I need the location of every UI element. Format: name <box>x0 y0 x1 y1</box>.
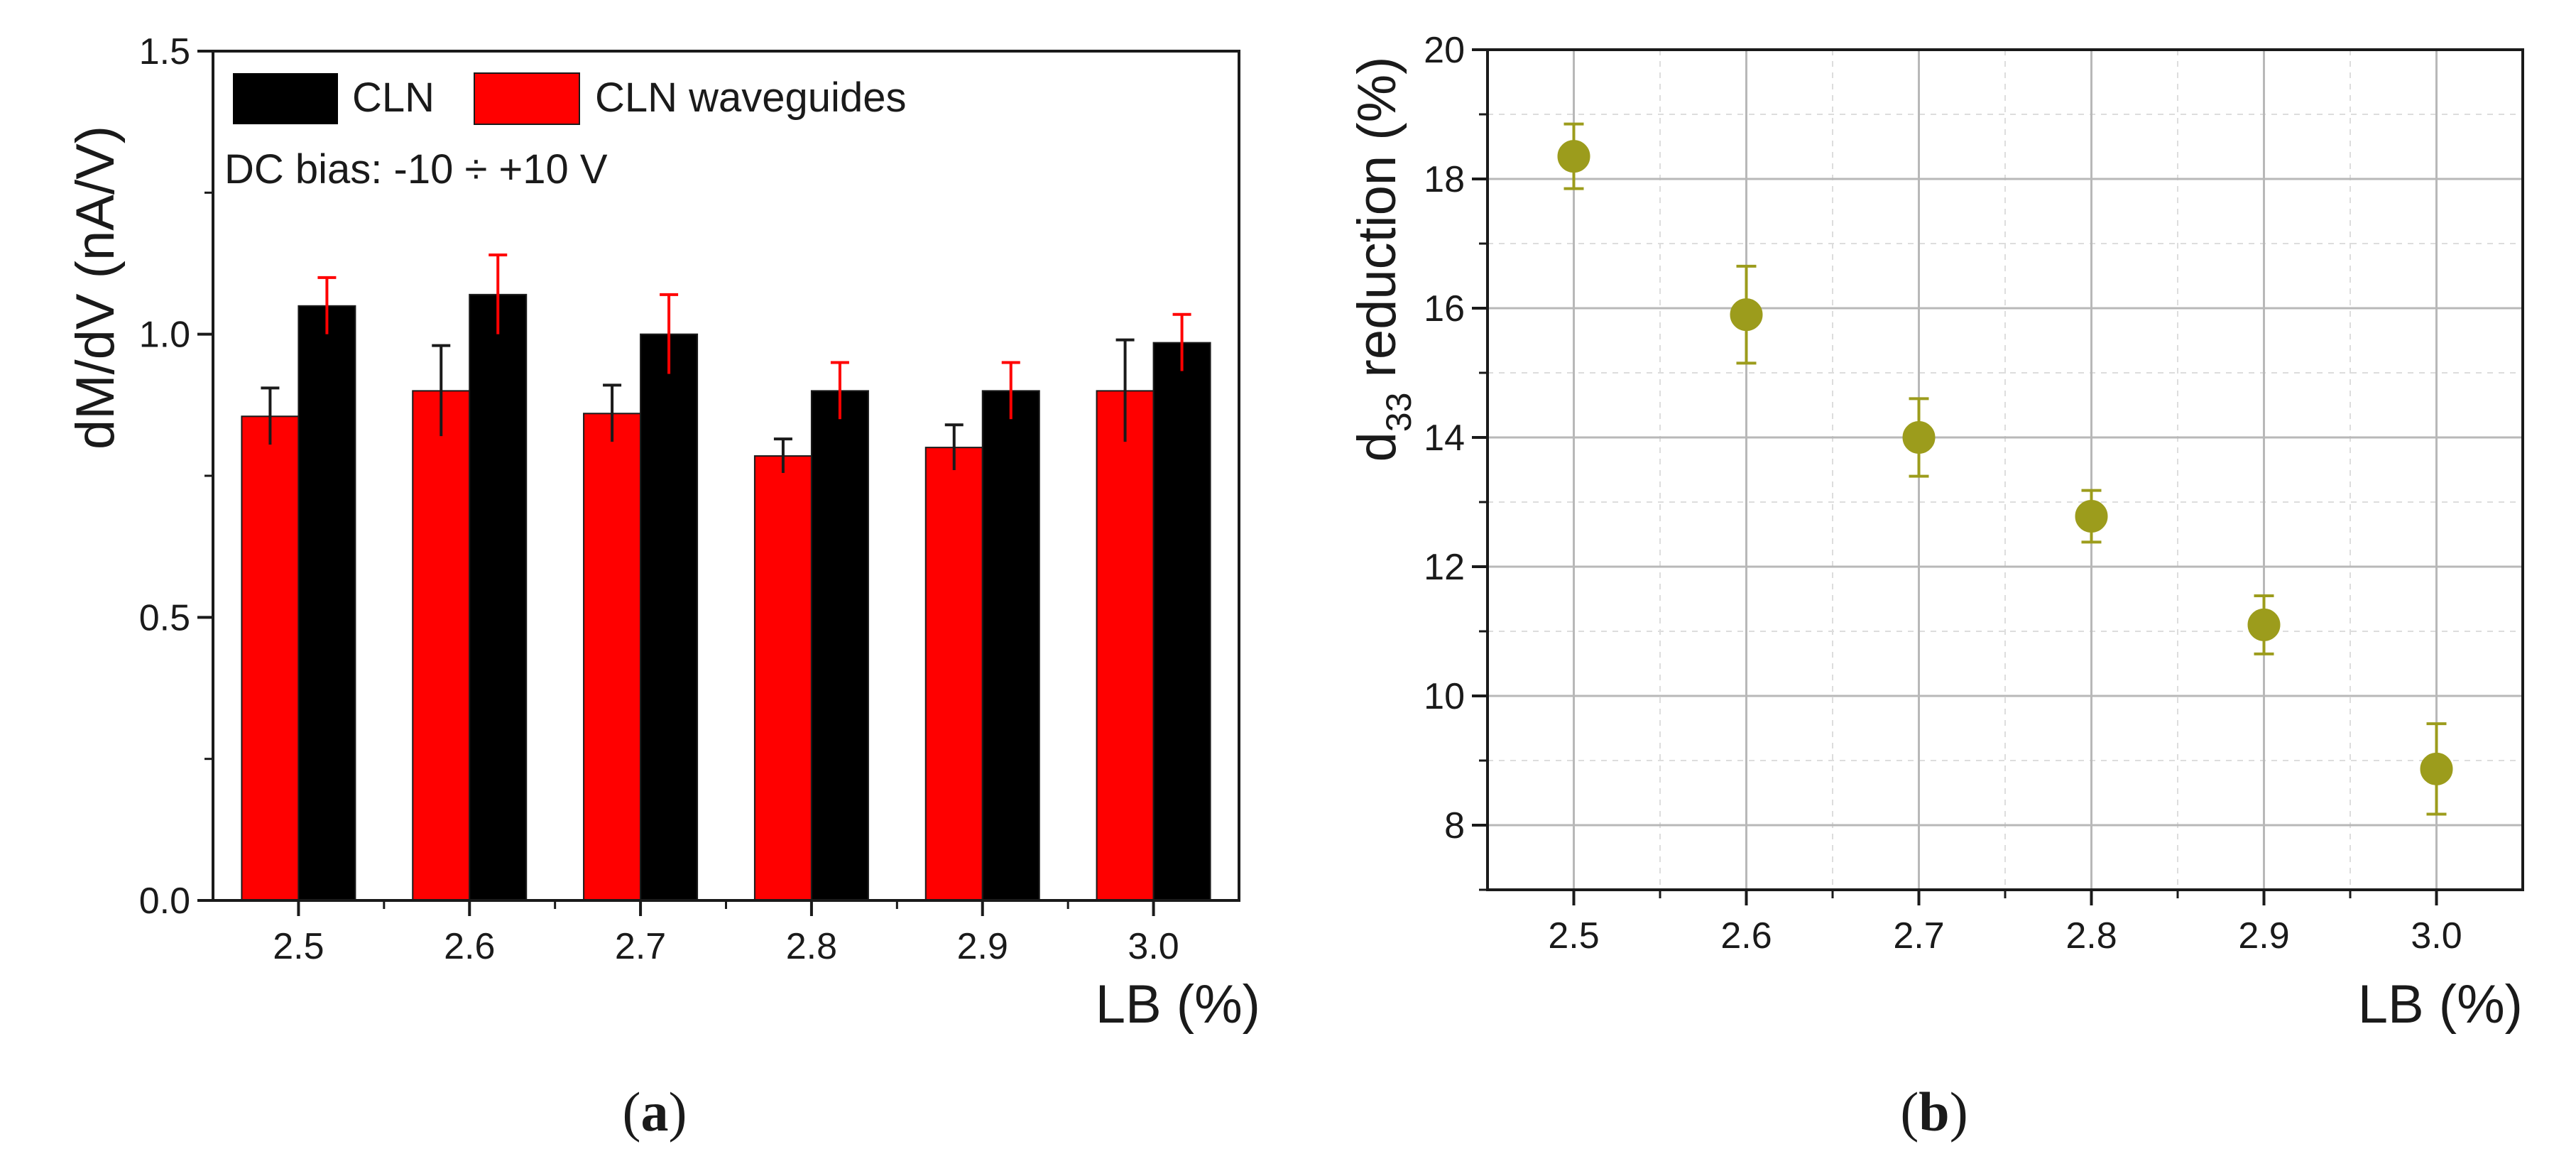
bar-cln-2-9 <box>981 390 1040 901</box>
y-axis-label-b: d33 reduction (%) <box>1347 57 1419 462</box>
point-group <box>1557 140 2453 785</box>
x-axis-label-b: LB (%) <box>2358 974 2523 1035</box>
grid-b <box>1488 48 2523 890</box>
bar-cln-2-7 <box>640 333 699 901</box>
panel-a: 2.5 2.6 2.7 2.8 2.9 3.0 0.0 0.5 1.0 1.5 CLN CLN w… <box>65 31 1260 1143</box>
bar-cln-2-8 <box>810 390 869 901</box>
legend: CLN CLN waveguides <box>233 72 906 125</box>
y-tick-label-a: 1.5 <box>139 31 190 72</box>
y-tick-label-b: 12 <box>1424 547 1465 588</box>
bar-cln-waveguides-2-6 <box>412 390 471 901</box>
y-tick-label-b: 18 <box>1424 159 1465 200</box>
panel-label-a: (a) <box>623 1081 687 1143</box>
data-point-3-0 <box>2420 752 2453 785</box>
x-tick-label-a: 2.6 <box>444 926 495 967</box>
y-tick-label-b: 16 <box>1424 288 1465 329</box>
y-tick-label-a: 1.0 <box>139 315 190 356</box>
data-point-2-6 <box>1730 298 1763 332</box>
data-point-2-5 <box>1557 140 1590 173</box>
x-tick-label-a: 2.7 <box>615 926 666 967</box>
y-tick-label-b: 20 <box>1424 30 1465 71</box>
bar-cln-3-0 <box>1152 342 1211 902</box>
x-tick-label-b: 2.7 <box>1893 915 1944 957</box>
x-tick-label-b: 2.6 <box>1720 915 1772 957</box>
bar-cln-waveguides-3-0 <box>1096 390 1155 901</box>
x-axis-label-a: LB (%) <box>1096 974 1260 1035</box>
panel-label-b: (b) <box>1900 1081 1968 1143</box>
x-tick-label-a: 3.0 <box>1128 926 1179 967</box>
panel-b: 2.5 2.6 2.7 2.8 2.9 3.0 8 10 12 14 16 18 20 d33 redu… <box>1347 30 2524 1143</box>
legend-label-cln-waveguides: CLN waveguides <box>595 75 906 121</box>
legend-label-cln: CLN <box>352 75 435 121</box>
y-tick-label-b: 10 <box>1424 676 1465 717</box>
x-tick-label-b: 2.9 <box>2238 915 2289 957</box>
y-tick-label-a: 0.0 <box>139 881 190 922</box>
y-axis-label-a: dM/dV (nA/V) <box>65 126 126 450</box>
bar-cln-waveguides-2-5 <box>241 415 300 901</box>
bar-cln-2-5 <box>298 305 356 901</box>
y-tick-label-b: 8 <box>1444 805 1465 846</box>
y-tick-label-a: 0.5 <box>139 597 190 638</box>
x-tick-label-a: 2.9 <box>957 926 1008 967</box>
axis-ticks-b: 2.5 2.6 2.7 2.8 2.9 3.0 8 10 12 14 16 18 20 <box>1424 30 2462 957</box>
bar-cln-2-6 <box>469 293 528 901</box>
x-tick-label-b: 2.8 <box>2065 915 2117 957</box>
bar-cln-waveguides-2-9 <box>924 447 983 901</box>
x-tick-label-a: 2.5 <box>273 926 324 967</box>
legend-swatch-cln <box>233 73 338 124</box>
data-point-2-9 <box>2247 608 2281 641</box>
legend-swatch-cln-waveguides <box>474 72 580 125</box>
bar-cln-waveguides-2-7 <box>583 413 642 901</box>
error-bar-group <box>261 254 1191 474</box>
x-tick-label-b: 2.5 <box>1548 915 1599 957</box>
data-point-2-7 <box>1902 421 1936 454</box>
bar-group <box>241 293 1211 902</box>
dc-bias-annotation: DC bias: -10 ÷ +10 V <box>224 146 608 192</box>
y-tick-label-b: 14 <box>1424 418 1465 459</box>
x-tick-label-b: 3.0 <box>2411 915 2462 957</box>
x-tick-label-a: 2.8 <box>786 926 837 967</box>
data-point-2-8 <box>2075 500 2108 533</box>
axis-ticks-a: 2.5 2.6 2.7 2.8 2.9 3.0 0.0 0.5 1.0 1.5 <box>139 31 1179 967</box>
bar-cln-waveguides-2-8 <box>753 455 812 901</box>
